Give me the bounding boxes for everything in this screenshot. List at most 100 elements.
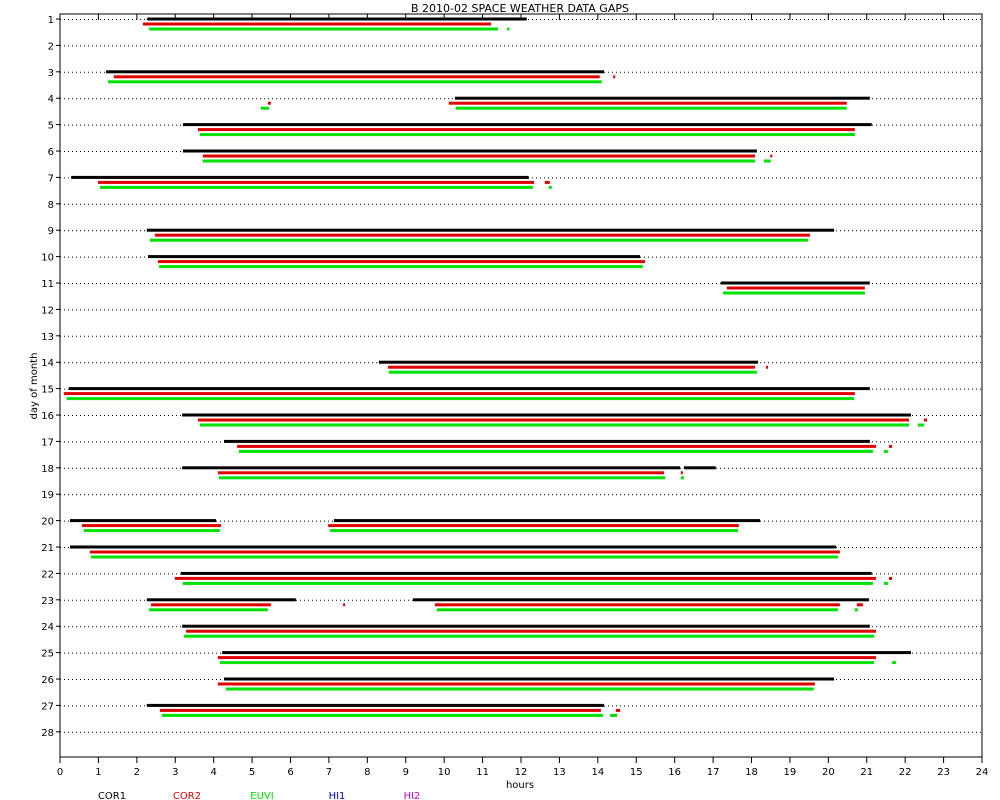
x-tick-label: 18 (745, 767, 758, 778)
data-segment (683, 466, 716, 470)
y-tick-label: 1 (48, 15, 54, 26)
y-tick-label: 23 (41, 596, 54, 607)
data-segment (154, 233, 810, 237)
data-segment (146, 228, 835, 232)
data-segment (680, 476, 684, 480)
data-segment (217, 682, 815, 686)
data-segment (149, 238, 808, 242)
x-tick-label: 9 (403, 767, 409, 778)
data-segment (68, 387, 870, 391)
chart-title: B 2010-02 SPACE WEATHER DATA GAPS (411, 2, 629, 15)
data-segment (388, 370, 757, 374)
data-segment (142, 22, 492, 26)
y-tick-label: 9 (48, 226, 54, 237)
x-tick-label: 24 (976, 767, 989, 778)
data-segment (81, 524, 221, 528)
x-tick-label: 1 (95, 767, 101, 778)
data-segment (615, 708, 621, 712)
x-tick-label: 7 (326, 767, 332, 778)
data-segment (413, 598, 870, 602)
data-segment (260, 106, 269, 110)
data-segment (149, 27, 498, 31)
y-tick-label: 14 (41, 358, 54, 369)
y-tick-label: 16 (41, 411, 54, 422)
data-segment (889, 444, 893, 448)
x-tick-label: 23 (937, 767, 950, 778)
data-segment (108, 80, 602, 84)
data-segment (69, 545, 837, 549)
data-segment (149, 608, 268, 612)
data-segment (455, 106, 847, 110)
y-tick-label: 25 (41, 649, 54, 660)
x-tick-label: 3 (172, 767, 178, 778)
legend-label: COR1 (98, 791, 126, 800)
data-segment (549, 185, 552, 189)
y-tick-label: 2 (48, 41, 54, 52)
x-tick-label: 22 (899, 767, 912, 778)
y-tick-label: 18 (41, 464, 54, 475)
data-segment (146, 598, 296, 602)
data-segment (448, 101, 847, 105)
data-segment (147, 17, 527, 21)
y-tick-label: 20 (41, 517, 54, 528)
data-segment (181, 571, 872, 575)
data-segment (333, 519, 760, 523)
legend-label: EUVI (250, 791, 273, 800)
x-tick-label: 19 (784, 767, 797, 778)
x-tick-label: 0 (57, 767, 63, 778)
x-tick-label: 16 (668, 767, 681, 778)
data-segment (889, 576, 893, 580)
x-tick-label: 2 (134, 767, 140, 778)
y-tick-label: 5 (48, 121, 54, 132)
data-segment (159, 708, 601, 712)
x-tick-label: 10 (438, 767, 451, 778)
data-segment (99, 185, 533, 189)
data-segment (726, 286, 865, 290)
data-segment (197, 418, 910, 422)
data-segment (267, 101, 271, 105)
data-segment (182, 149, 757, 153)
y-tick-label: 6 (48, 147, 54, 158)
y-tick-label: 13 (41, 332, 54, 343)
data-segment (182, 624, 870, 628)
data-segment (378, 360, 759, 364)
data-segment (330, 529, 739, 533)
data-segment (182, 466, 681, 470)
x-tick-label: 4 (210, 767, 216, 778)
x-tick-label: 14 (591, 767, 604, 778)
y-tick-label: 7 (48, 173, 54, 184)
data-segment (91, 555, 838, 559)
data-segment (217, 656, 876, 660)
data-segment (917, 423, 924, 427)
data-segment (83, 529, 220, 533)
data-segment (884, 581, 888, 585)
data-segment (66, 397, 855, 401)
data-segment (113, 75, 600, 79)
y-tick-label: 26 (41, 675, 54, 686)
data-segment (146, 703, 604, 707)
data-segment (680, 471, 683, 475)
y-axis-label: day of month (29, 353, 40, 420)
legend-label: HI1 (329, 791, 346, 800)
y-tick-label: 15 (41, 385, 54, 396)
data-segment (328, 524, 739, 528)
data-segment (174, 576, 876, 580)
y-tick-label: 3 (48, 68, 54, 79)
data-segment (63, 392, 855, 396)
data-segment (544, 180, 550, 184)
data-segment (219, 661, 875, 665)
data-segment (157, 260, 646, 264)
data-segment (225, 687, 814, 691)
data-segment (766, 365, 769, 369)
data-segment (763, 159, 771, 163)
data-segment (222, 651, 911, 655)
data-segment (98, 180, 535, 184)
data-segment (89, 550, 840, 554)
x-tick-label: 8 (364, 767, 370, 778)
y-tick-label: 28 (41, 728, 54, 739)
data-segment (856, 603, 863, 607)
legend-label: COR2 (173, 791, 201, 800)
data-segment (770, 154, 773, 158)
data-segment (224, 677, 835, 681)
